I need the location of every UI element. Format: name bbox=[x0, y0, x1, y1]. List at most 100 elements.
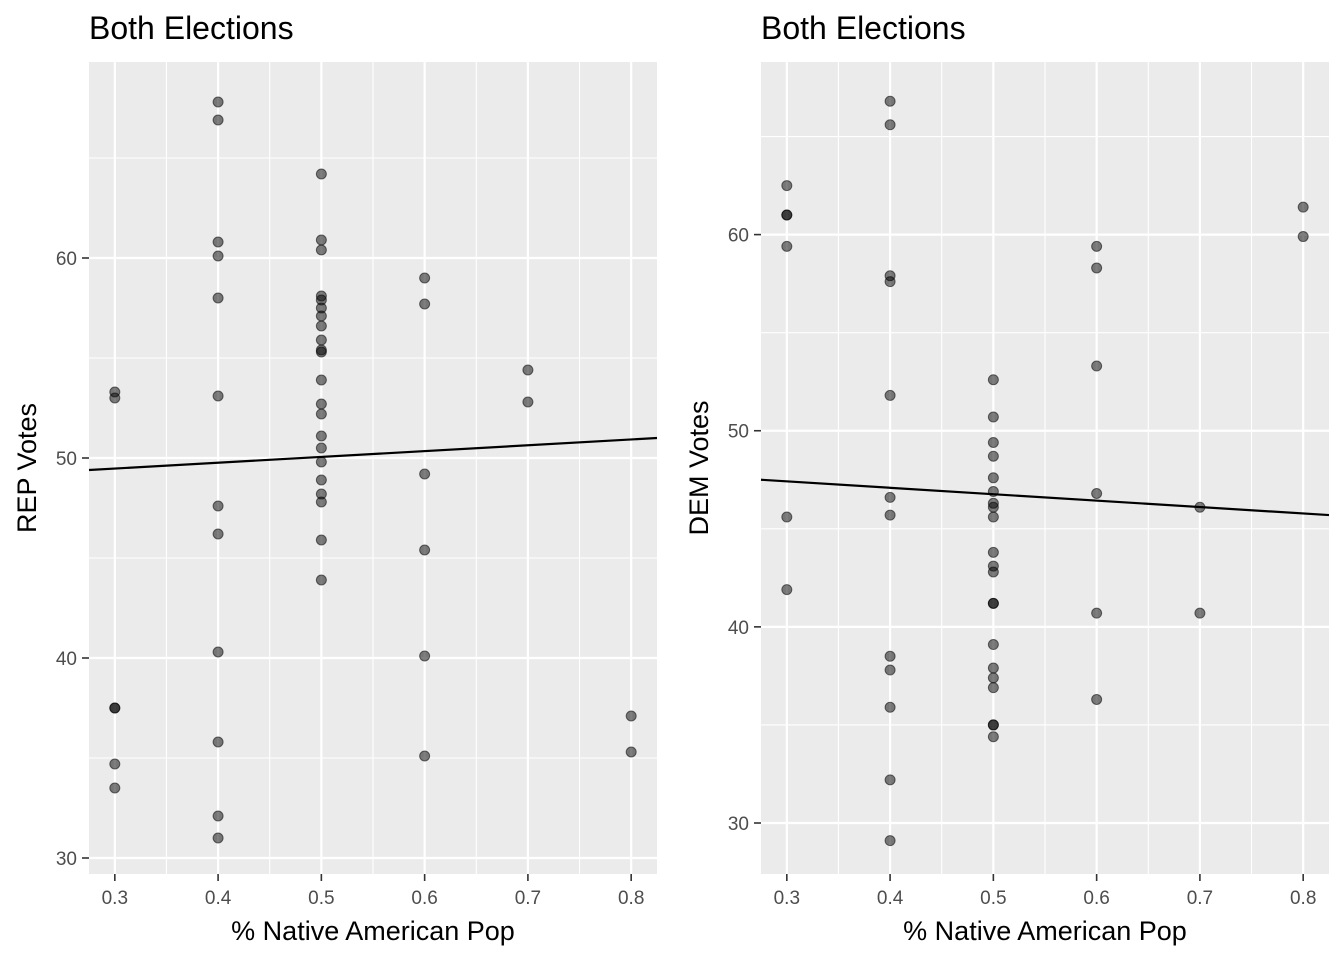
data-point bbox=[109, 782, 121, 794]
data-point bbox=[212, 236, 224, 248]
trend-line bbox=[88, 436, 658, 472]
data-point bbox=[109, 758, 121, 770]
data-point bbox=[884, 774, 896, 786]
data-point bbox=[884, 389, 896, 401]
data-point bbox=[884, 509, 896, 521]
data-point bbox=[109, 702, 121, 714]
x-tick-label: 0.6 bbox=[1083, 888, 1109, 909]
x-tick-label: 0.3 bbox=[102, 888, 128, 909]
data-point bbox=[315, 320, 327, 332]
y-tick-label: 60 bbox=[56, 249, 77, 270]
y-tick-label: 50 bbox=[56, 449, 77, 470]
data-point bbox=[1091, 693, 1103, 705]
data-point bbox=[987, 437, 999, 449]
x-tick-label: 0.5 bbox=[308, 888, 334, 909]
y-axis-ticks: 30 40 50 60 bbox=[56, 249, 89, 870]
data-point bbox=[884, 650, 896, 662]
trend-layer bbox=[88, 436, 658, 472]
data-point bbox=[212, 500, 224, 512]
grid-lines bbox=[761, 62, 1329, 874]
data-point bbox=[315, 234, 327, 246]
rep-votes-panel: Both Elections 0.3 0.4 0.5 0.6 0.7 0.8 30 40 50… bbox=[12, 10, 658, 946]
data-point bbox=[522, 364, 534, 376]
data-point bbox=[1194, 501, 1206, 513]
x-tick-label: 0.4 bbox=[877, 888, 904, 909]
data-point bbox=[419, 468, 431, 480]
data-point bbox=[212, 292, 224, 304]
y-tick-label: 30 bbox=[728, 814, 749, 835]
data-point bbox=[987, 411, 999, 423]
data-point bbox=[315, 398, 327, 410]
data-point bbox=[315, 374, 327, 386]
data-point bbox=[781, 180, 793, 192]
data-point bbox=[315, 310, 327, 322]
data-point bbox=[315, 442, 327, 454]
y-tick-label: 60 bbox=[728, 226, 749, 247]
data-point bbox=[109, 392, 121, 404]
data-point bbox=[1091, 607, 1103, 619]
data-point bbox=[987, 501, 999, 513]
data-point bbox=[315, 534, 327, 546]
y-tick-label: 40 bbox=[728, 618, 749, 639]
data-point bbox=[625, 746, 637, 758]
data-point bbox=[987, 682, 999, 694]
data-point bbox=[987, 672, 999, 684]
data-point bbox=[315, 168, 327, 180]
data-point bbox=[419, 650, 431, 662]
data-point bbox=[1091, 262, 1103, 274]
x-axis-label: % Native American Pop bbox=[903, 916, 1187, 946]
y-tick-label: 40 bbox=[56, 649, 77, 670]
chart-title: Both Elections bbox=[761, 10, 966, 46]
x-tick-label: 0.8 bbox=[618, 888, 644, 909]
data-point bbox=[781, 240, 793, 252]
data-point bbox=[987, 472, 999, 484]
data-point bbox=[987, 597, 999, 609]
data-point bbox=[315, 244, 327, 256]
data-point bbox=[1297, 231, 1309, 243]
trend-line bbox=[760, 478, 1330, 517]
data-point bbox=[884, 95, 896, 107]
data-point bbox=[1297, 201, 1309, 213]
data-point bbox=[419, 272, 431, 284]
data-point bbox=[315, 474, 327, 486]
data-point bbox=[781, 209, 793, 221]
data-point bbox=[315, 346, 327, 358]
data-point bbox=[987, 546, 999, 558]
data-point bbox=[987, 486, 999, 498]
data-point bbox=[212, 736, 224, 748]
data-point bbox=[987, 639, 999, 651]
data-point bbox=[315, 496, 327, 508]
data-point bbox=[419, 544, 431, 556]
data-point bbox=[212, 114, 224, 126]
chart-title: Both Elections bbox=[89, 10, 294, 46]
data-point bbox=[987, 374, 999, 386]
data-point bbox=[987, 662, 999, 674]
data-point bbox=[987, 450, 999, 462]
data-point bbox=[987, 511, 999, 523]
data-point bbox=[212, 528, 224, 540]
data-point bbox=[987, 731, 999, 743]
data-point bbox=[212, 96, 224, 108]
data-point bbox=[1091, 240, 1103, 252]
x-axis-ticks: 0.3 0.4 0.5 0.6 0.7 0.8 bbox=[102, 874, 644, 909]
data-point bbox=[522, 396, 534, 408]
data-point bbox=[212, 832, 224, 844]
data-point bbox=[212, 390, 224, 402]
data-point bbox=[315, 456, 327, 468]
data-point bbox=[884, 701, 896, 713]
data-point bbox=[884, 491, 896, 503]
data-point bbox=[1194, 607, 1206, 619]
data-point bbox=[884, 119, 896, 131]
data-point bbox=[419, 298, 431, 310]
x-tick-label: 0.6 bbox=[411, 888, 437, 909]
x-tick-label: 0.4 bbox=[205, 888, 232, 909]
x-tick-label: 0.8 bbox=[1290, 888, 1316, 909]
y-axis-ticks: 30 40 50 60 bbox=[728, 226, 761, 835]
data-point bbox=[781, 511, 793, 523]
data-point bbox=[212, 810, 224, 822]
data-point bbox=[212, 250, 224, 262]
data-points bbox=[109, 96, 637, 844]
x-tick-label: 0.7 bbox=[515, 888, 541, 909]
dem-votes-panel: Both Elections 0.3 0.4 0.5 0.6 0.7 0.8 30 40 50… bbox=[684, 10, 1330, 946]
